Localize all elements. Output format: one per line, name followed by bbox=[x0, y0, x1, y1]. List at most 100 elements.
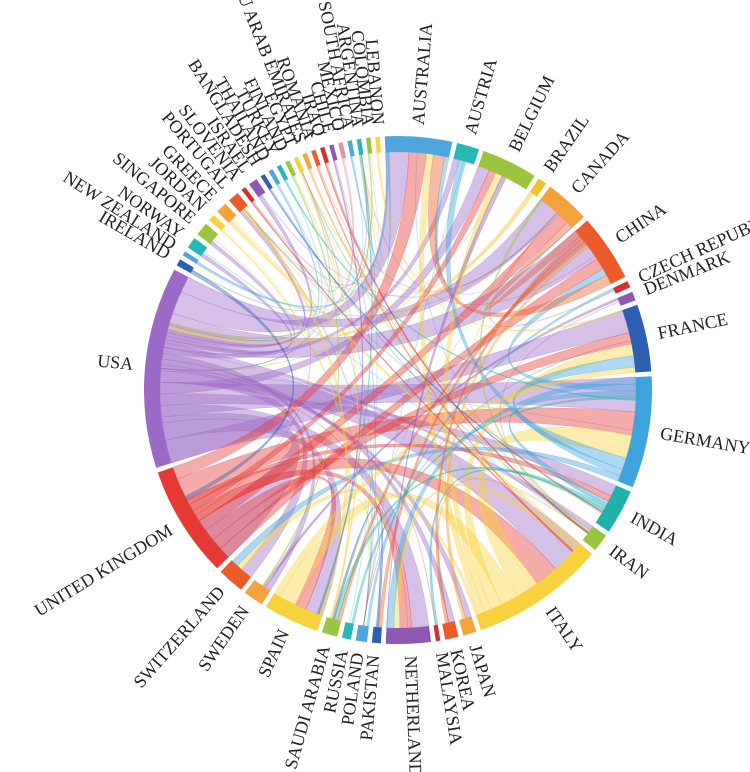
thread-russia bbox=[349, 154, 378, 624]
arc-denmark bbox=[617, 291, 636, 306]
ribbon-usa-japan bbox=[160, 364, 472, 619]
thread-greece bbox=[232, 208, 319, 303]
arc-ireland bbox=[176, 259, 194, 274]
thread-france bbox=[363, 340, 631, 626]
thread-india bbox=[243, 208, 607, 505]
ribbon-germany-china bbox=[507, 268, 637, 392]
ribbon-japan-china bbox=[445, 244, 590, 620]
arc-russia bbox=[341, 622, 354, 640]
ribbon-colombia-usa bbox=[169, 153, 373, 339]
ribbon-united-kingdom-australia bbox=[172, 151, 427, 480]
arc-thailand bbox=[268, 169, 281, 186]
arc-finland bbox=[285, 160, 297, 177]
ribbon-usa-austria bbox=[162, 158, 460, 359]
ribbon-lebanon-france bbox=[376, 152, 623, 332]
thread-spain bbox=[297, 475, 589, 606]
ribbon-denmark-sweden bbox=[263, 297, 619, 589]
thread-saudi-arabia bbox=[333, 212, 558, 620]
arc-poland bbox=[355, 624, 369, 643]
arc-sweden bbox=[244, 579, 271, 605]
thread-canada bbox=[301, 171, 558, 293]
arc-norway bbox=[187, 238, 208, 257]
thread-israel bbox=[261, 194, 558, 298]
ribbon-india-saudi-arabia bbox=[333, 466, 607, 621]
ribbon-usa-norway bbox=[165, 253, 293, 354]
thread-iraq bbox=[326, 162, 589, 534]
background-threads bbox=[160, 152, 633, 628]
thread-belgium bbox=[160, 176, 504, 371]
thread-denmark bbox=[499, 301, 620, 534]
arc-italy bbox=[475, 543, 593, 631]
arc-china bbox=[575, 220, 626, 284]
label-austria: AUSTRIA bbox=[460, 56, 501, 137]
ribbon-usa-singapore bbox=[164, 240, 295, 355]
arc-saudi-arabia bbox=[321, 617, 342, 637]
ribbon-usa-israel bbox=[165, 194, 313, 348]
arc-argentina bbox=[356, 138, 364, 156]
thread-jordan bbox=[160, 228, 298, 372]
arc-austria bbox=[453, 142, 480, 165]
thread-egypt bbox=[301, 171, 351, 282]
thread-portugal bbox=[243, 171, 340, 292]
arc-pakistan bbox=[371, 626, 382, 644]
arc-egypt bbox=[293, 156, 305, 174]
arc-belgium bbox=[478, 150, 535, 190]
arc-chile bbox=[329, 144, 338, 161]
thread-brazil bbox=[243, 193, 534, 297]
ribbon-egypt-saudi-arabia bbox=[299, 172, 359, 619]
thread-japan bbox=[444, 212, 558, 619]
arc-mexico bbox=[338, 142, 347, 159]
arc-bangladesh bbox=[260, 173, 273, 190]
ribbon-usa-netherlands bbox=[160, 404, 430, 628]
arc-brazil bbox=[529, 178, 547, 197]
thread-czech-republic bbox=[489, 212, 615, 327]
arc-switzerland bbox=[220, 560, 251, 590]
label-netherlands: NETHERLANDS bbox=[401, 655, 426, 772]
arc-australia bbox=[384, 136, 453, 158]
ribbon-usa-switzerland bbox=[159, 370, 308, 578]
thread-austria bbox=[363, 161, 465, 626]
thread-iran bbox=[301, 171, 589, 534]
thread-singapore bbox=[213, 238, 370, 626]
thread-australia bbox=[415, 152, 589, 534]
ribbon-brazil-usa bbox=[167, 191, 534, 344]
arc-turkey bbox=[276, 164, 289, 181]
arc-u-arab-emirates bbox=[302, 153, 313, 170]
arc-south-africa bbox=[347, 140, 355, 157]
thread-poland bbox=[301, 171, 374, 626]
ribbon-usa-korea bbox=[161, 358, 456, 623]
ribbon-italy-netherlands bbox=[393, 484, 578, 629]
thread-bangladesh bbox=[270, 188, 589, 534]
arc-netherlands bbox=[385, 625, 432, 644]
thread-sweden bbox=[261, 496, 371, 626]
thread-pakistan bbox=[243, 208, 381, 628]
label-germany: GERMANY bbox=[659, 423, 750, 458]
label-france: FRANCE bbox=[656, 309, 730, 343]
ribbon-germany-netherlands bbox=[386, 376, 637, 629]
arc-japan bbox=[459, 616, 477, 636]
thread-south-africa bbox=[243, 156, 364, 289]
thread-lebanon bbox=[378, 152, 558, 289]
arc-france bbox=[622, 304, 652, 373]
arcs-layer bbox=[143, 136, 652, 644]
label-iran: IRAN bbox=[605, 541, 652, 583]
ribbon-united-kingdom-netherlands bbox=[192, 469, 412, 629]
arc-spain bbox=[265, 593, 323, 631]
label-spain: SPAIN bbox=[254, 626, 293, 680]
thread-argentina bbox=[301, 154, 372, 278]
arc-slovenia bbox=[241, 187, 255, 203]
thread-colombia bbox=[360, 153, 383, 273]
ribbon-usa-spain bbox=[161, 418, 342, 617]
ribbon-poland-czech-republic bbox=[366, 287, 615, 627]
ribbon-usa-iran bbox=[163, 342, 594, 531]
arc-czech-republic bbox=[613, 281, 631, 294]
ribbon-italy-germany bbox=[476, 426, 632, 597]
arc-iraq bbox=[320, 146, 330, 164]
ribbons-layer bbox=[159, 151, 637, 629]
thread-slovenia bbox=[252, 154, 370, 286]
thread-usa bbox=[160, 171, 331, 371]
arc-india bbox=[595, 485, 631, 532]
thread-china bbox=[360, 154, 596, 306]
thread-thailand bbox=[278, 183, 372, 626]
thread-italy bbox=[360, 154, 533, 587]
